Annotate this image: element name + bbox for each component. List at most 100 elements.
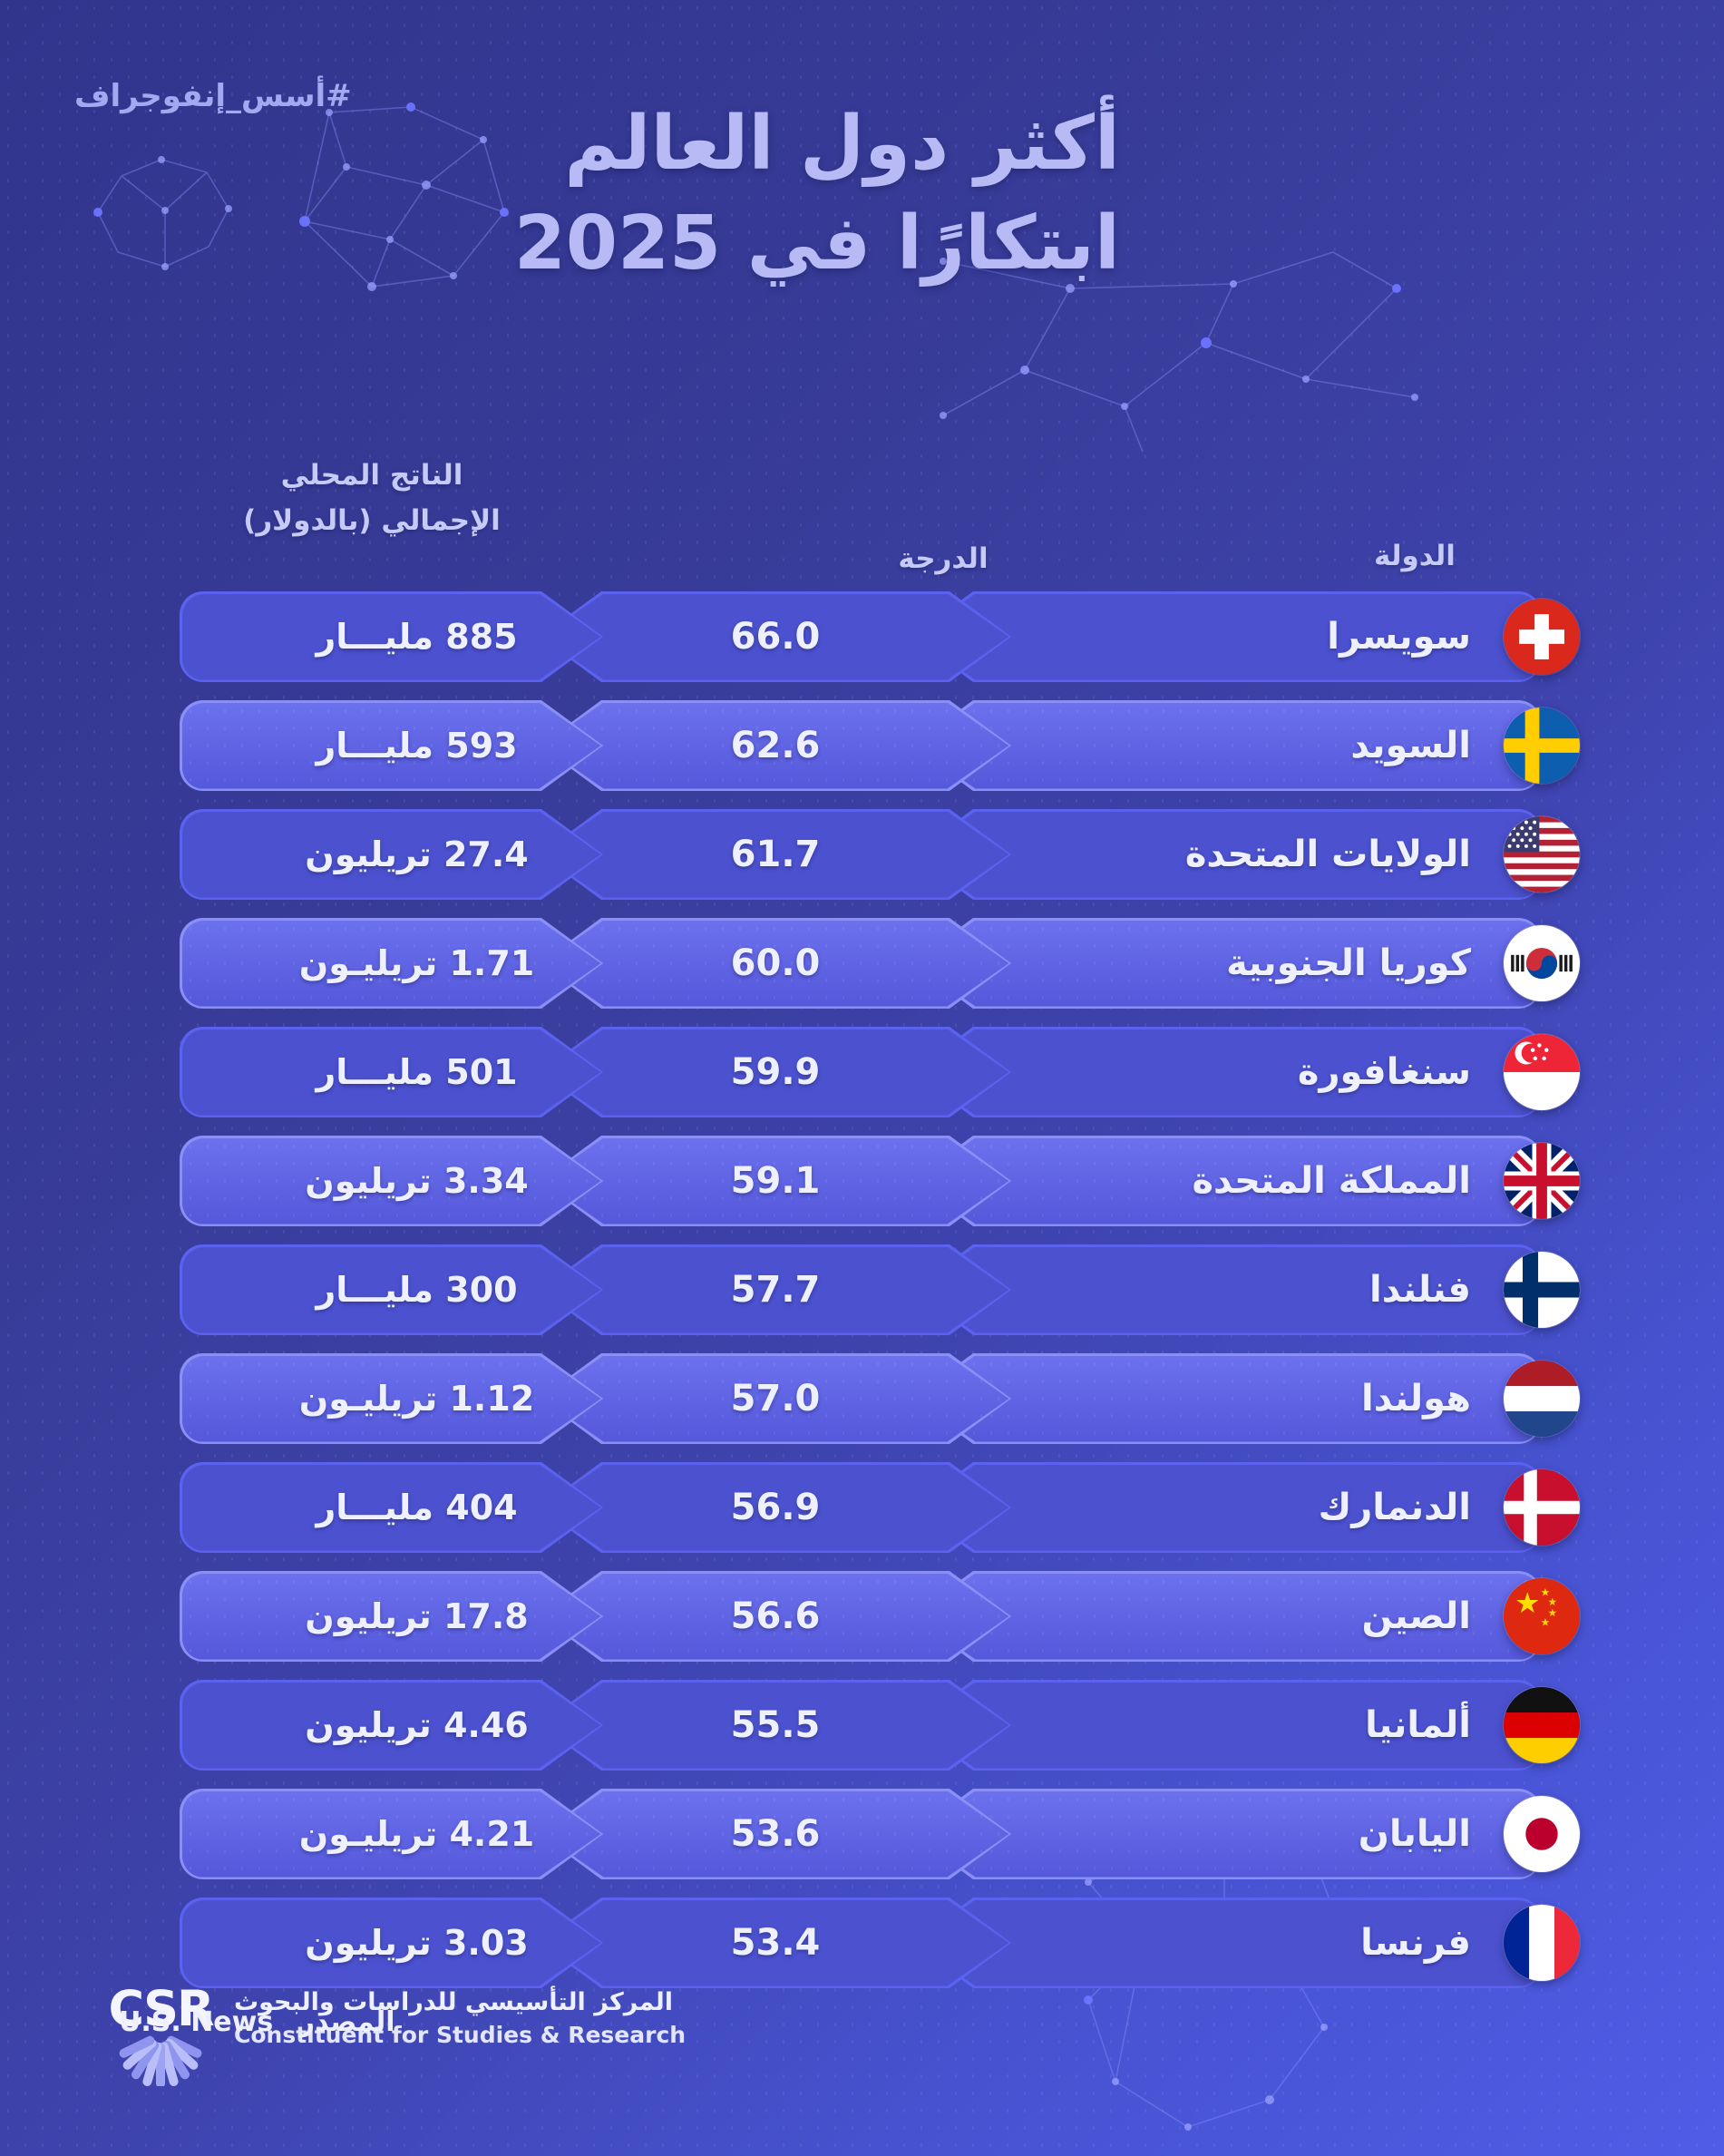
table-row: المملكة المتحدة 59.1 3.34 تريليون — [0, 1136, 1724, 1226]
table-row: سنغافورة 59.9 501 مليـــار — [0, 1027, 1724, 1117]
table-row: فرنسا 53.4 3.03 تريليون — [0, 1897, 1724, 1988]
score-value: 56.6 — [730, 1595, 821, 1637]
table-row: الولايات المتحدة 61.7 27.4 تريليون — [0, 809, 1724, 900]
gdp-cell: 4.46 تريليون — [180, 1680, 603, 1771]
score-cell: 55.5 — [540, 1680, 1011, 1771]
country-cell: السويد — [911, 700, 1542, 791]
country-name: الولايات المتحدة — [1184, 834, 1471, 875]
gdp-value: 404 مليـــار — [316, 1488, 518, 1527]
gdp-cell: 593 مليـــار — [180, 700, 603, 791]
flag-singapore-icon — [1504, 1034, 1580, 1110]
country-cell: اليابان — [911, 1789, 1542, 1879]
pill-inner — [542, 1683, 1009, 1769]
country-cell: الولايات المتحدة — [911, 809, 1542, 900]
country-name: كوريا الجنوبية — [1226, 942, 1471, 984]
pill-inner — [913, 1790, 1540, 1878]
pill-inner — [542, 1138, 1009, 1224]
gdp-cell: 1.12 تريليـون — [180, 1353, 603, 1444]
score-value: 53.4 — [730, 1922, 821, 1964]
pill-inner — [542, 812, 1009, 898]
table-row: كوريا الجنوبية 60.0 1.71 تريليـون — [0, 918, 1724, 1009]
pill-inner — [913, 593, 1540, 680]
column-header-gdp: الناتج المحلي الإجمالي (بالدولار) — [154, 454, 589, 543]
table-row: الصين 56.6 17.8 تريليون ★ ★ ★ ★ ★ — [0, 1571, 1724, 1662]
country-cell: الصين — [911, 1571, 1542, 1662]
pill-inner — [542, 1900, 1009, 1986]
pill-inner — [913, 1246, 1540, 1333]
country-name: المملكة المتحدة — [1192, 1160, 1471, 1202]
pill-inner — [182, 1465, 601, 1551]
column-header-score: الدرجة — [898, 542, 989, 575]
pill-inner — [913, 1029, 1540, 1116]
flag-china-icon: ★ ★ ★ ★ ★ — [1504, 1578, 1580, 1654]
org-name-arabic: المركز التأسيسي للدراسات والبحوث — [234, 1988, 673, 2016]
score-value: 53.6 — [730, 1813, 821, 1855]
country-name: سويسرا — [1327, 616, 1471, 658]
pill-inner — [542, 703, 1009, 789]
constellation-small-ring — [93, 156, 232, 270]
gdp-value: 300 مليـــار — [316, 1270, 518, 1310]
pill-inner — [182, 1247, 601, 1333]
gdp-value: 4.21 تريليـون — [298, 1814, 535, 1854]
svg-text:★: ★ — [1548, 1595, 1558, 1608]
pill-inner — [913, 1573, 1540, 1660]
score-value: 59.9 — [730, 1051, 821, 1093]
flag-germany-icon — [1504, 1687, 1580, 1763]
country-name: الصين — [1361, 1595, 1471, 1637]
pill-inner — [913, 1464, 1540, 1551]
score-value: 60.0 — [730, 942, 821, 984]
pill-inner — [542, 1791, 1009, 1878]
country-name: سنغافورة — [1297, 1051, 1471, 1093]
pill-inner — [913, 1355, 1540, 1442]
country-name: هولندا — [1361, 1378, 1471, 1419]
svg-text:★: ★ — [1541, 1616, 1551, 1629]
source-line: المصدر U.S. News — [119, 2006, 1724, 2038]
svg-text:★: ★ — [1548, 1606, 1558, 1619]
pill-inner — [542, 1465, 1009, 1551]
pill-inner — [542, 594, 1009, 680]
score-cell: 61.7 — [540, 809, 1011, 900]
gdp-cell: 17.8 تريليون — [180, 1571, 603, 1662]
pill-inner — [182, 921, 601, 1007]
pill-inner — [913, 1899, 1540, 1986]
constellation-top-left — [299, 102, 509, 291]
title-line-2: ابتكارًا في 2025 — [513, 200, 1120, 287]
gdp-value: 4.46 تريليون — [305, 1705, 529, 1745]
score-value: 56.9 — [730, 1487, 821, 1528]
table-row: سويسرا 66.0 885 مليـــار — [0, 591, 1724, 682]
score-cell: 59.1 — [540, 1136, 1011, 1226]
score-cell: 56.6 — [540, 1571, 1011, 1662]
country-cell: ألمانيا — [911, 1680, 1542, 1771]
svg-text:★: ★ — [1541, 1586, 1551, 1599]
pill-inner — [182, 812, 601, 898]
pill-inner — [913, 702, 1540, 789]
country-cell: سنغافورة — [911, 1027, 1542, 1117]
gdp-value: 885 مليـــار — [316, 617, 518, 657]
score-value: 59.1 — [730, 1160, 821, 1202]
gdp-value: 27.4 تريليون — [305, 834, 529, 874]
country-cell: فنلندا — [911, 1244, 1542, 1335]
score-cell: 66.0 — [540, 591, 1011, 682]
source-label: المصدر — [298, 2006, 395, 2038]
column-header-gdp-line2: الإجمالي (بالدولار) — [243, 503, 501, 537]
gdp-cell: 3.34 تريليون — [180, 1136, 603, 1226]
csr-fan-icon — [119, 2035, 202, 2088]
table-row: الدنمارك 56.9 404 مليـــار — [0, 1462, 1724, 1553]
country-cell: كوريا الجنوبية — [911, 918, 1542, 1009]
pill-inner — [542, 1356, 1009, 1442]
flag-switzerland-icon — [1504, 599, 1580, 675]
table-row: فنلندا 57.7 300 مليـــار — [0, 1244, 1724, 1335]
table-row: ألمانيا 55.5 4.46 تريليون — [0, 1680, 1724, 1771]
gdp-cell: 300 مليـــار — [180, 1244, 603, 1335]
pill-inner — [913, 1682, 1540, 1769]
score-value: 66.0 — [730, 616, 821, 658]
country-cell: المملكة المتحدة — [911, 1136, 1542, 1226]
score-cell: 60.0 — [540, 918, 1011, 1009]
flag-denmark-icon — [1504, 1469, 1580, 1546]
gdp-cell: 1.71 تريليـون — [180, 918, 603, 1009]
flag-netherlands-icon — [1504, 1361, 1580, 1437]
score-cell: 59.9 — [540, 1027, 1011, 1117]
country-cell: فرنسا — [911, 1897, 1542, 1988]
gdp-cell: 501 مليـــار — [180, 1027, 603, 1117]
